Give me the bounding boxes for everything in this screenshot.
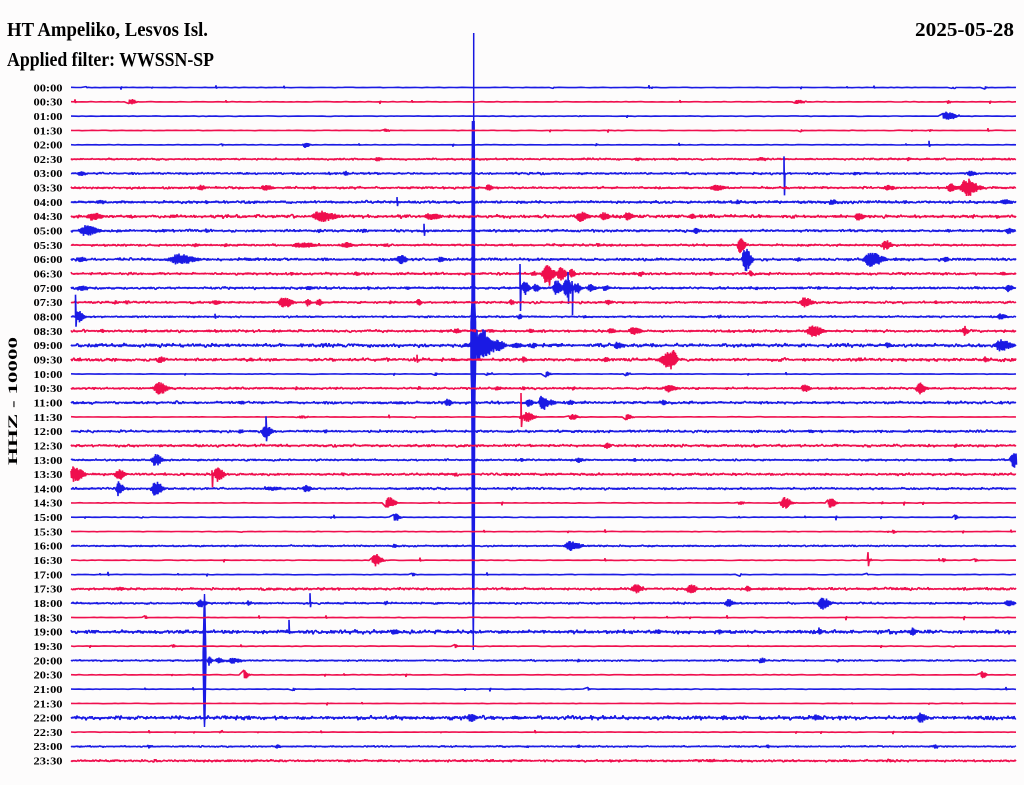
svg-text:HT Ampeliko, Lesvos Isl.: HT Ampeliko, Lesvos Isl. [7,19,208,41]
svg-text:23:00: 23:00 [34,741,64,753]
svg-text:22:30: 22:30 [34,727,64,739]
svg-text:10:30: 10:30 [34,383,64,395]
svg-text:23:30: 23:30 [34,756,64,768]
svg-text:07:00: 07:00 [34,283,64,295]
svg-text:HHZ - 10000: HHZ - 10000 [6,337,20,465]
svg-text:21:30: 21:30 [34,698,64,710]
svg-text:19:00: 19:00 [34,627,64,639]
svg-text:00:30: 00:30 [34,97,64,109]
svg-text:16:30: 16:30 [34,555,64,567]
svg-text:16:00: 16:00 [34,541,64,553]
svg-text:20:30: 20:30 [34,670,64,682]
svg-text:18:30: 18:30 [34,612,64,624]
svg-text:13:30: 13:30 [34,469,64,481]
svg-text:01:00: 01:00 [34,111,64,123]
svg-text:11:30: 11:30 [34,412,64,424]
svg-text:12:30: 12:30 [34,440,64,452]
svg-text:08:30: 08:30 [34,326,64,338]
svg-text:01:30: 01:30 [34,125,64,137]
svg-text:11:00: 11:00 [34,397,64,409]
svg-text:14:30: 14:30 [34,498,64,510]
svg-text:Applied filter: WWSSN-SP: Applied filter: WWSSN-SP [7,49,214,71]
svg-text:05:00: 05:00 [34,226,64,238]
svg-text:03:30: 03:30 [34,183,64,195]
svg-text:12:00: 12:00 [34,426,64,438]
svg-text:08:00: 08:00 [34,312,64,324]
svg-text:09:30: 09:30 [34,355,64,367]
svg-text:2025-05-28: 2025-05-28 [915,19,1014,41]
svg-text:17:30: 17:30 [34,584,64,596]
svg-text:09:00: 09:00 [34,340,64,352]
svg-text:20:00: 20:00 [34,655,64,667]
svg-text:06:00: 06:00 [34,254,64,266]
svg-text:07:30: 07:30 [34,297,64,309]
svg-text:06:30: 06:30 [34,269,64,281]
svg-text:17:00: 17:00 [34,569,64,581]
svg-text:13:00: 13:00 [34,455,64,467]
svg-text:00:00: 00:00 [34,82,64,94]
svg-text:21:00: 21:00 [34,684,64,696]
svg-text:02:30: 02:30 [34,154,64,166]
svg-text:14:00: 14:00 [34,483,64,495]
svg-text:02:00: 02:00 [34,140,64,152]
svg-text:05:30: 05:30 [34,240,64,252]
svg-text:15:00: 15:00 [34,512,64,524]
svg-text:04:00: 04:00 [34,197,64,209]
svg-text:18:00: 18:00 [34,598,64,610]
svg-text:03:00: 03:00 [34,168,64,180]
svg-text:15:30: 15:30 [34,526,64,538]
svg-text:19:30: 19:30 [34,641,64,653]
svg-text:04:30: 04:30 [34,211,64,223]
svg-text:10:00: 10:00 [34,369,64,381]
svg-text:22:00: 22:00 [34,713,64,725]
